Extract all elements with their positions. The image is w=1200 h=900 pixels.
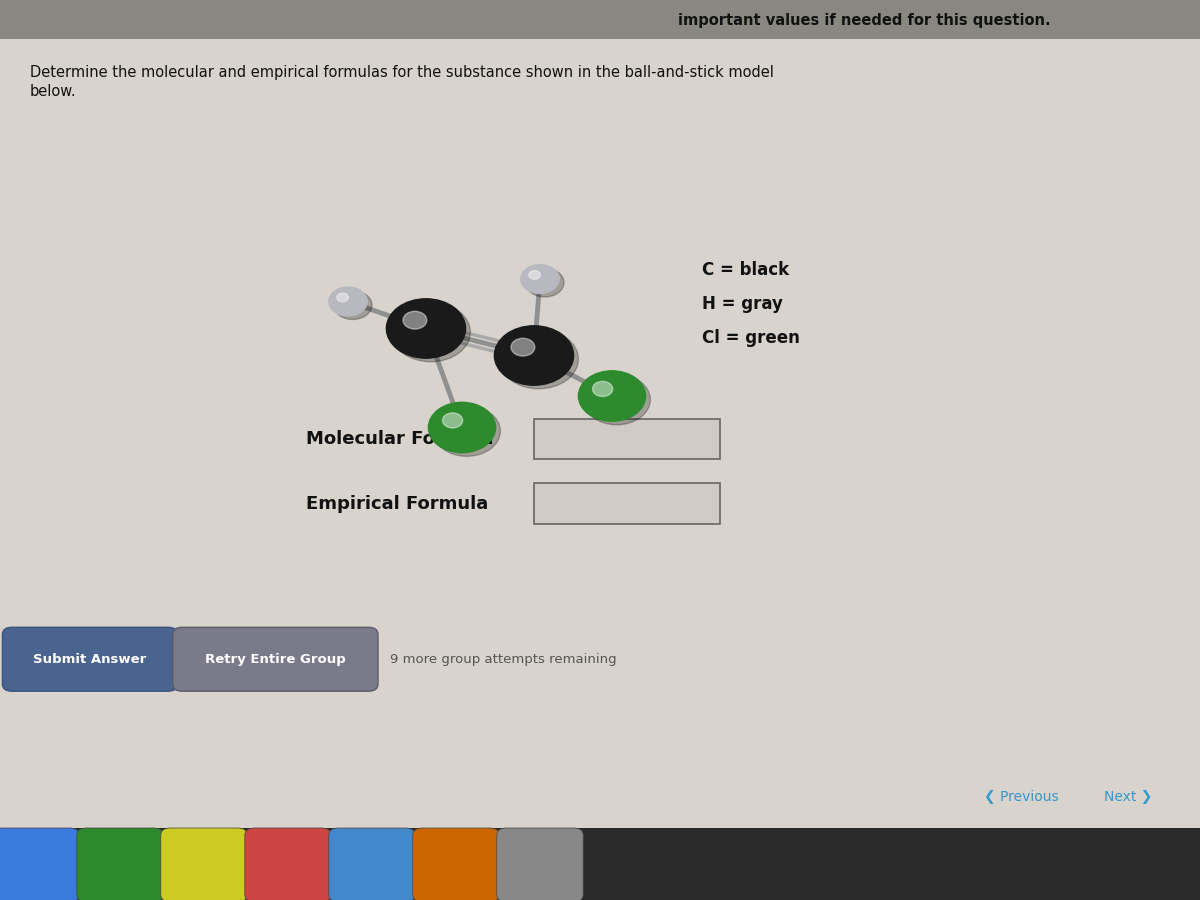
Circle shape — [583, 374, 650, 425]
FancyBboxPatch shape — [77, 828, 163, 900]
FancyBboxPatch shape — [2, 627, 178, 691]
FancyBboxPatch shape — [0, 39, 1200, 860]
Circle shape — [334, 291, 372, 319]
FancyBboxPatch shape — [497, 828, 583, 900]
FancyBboxPatch shape — [0, 828, 79, 900]
Circle shape — [578, 371, 646, 421]
Circle shape — [329, 287, 367, 316]
Circle shape — [511, 338, 535, 356]
Circle shape — [443, 413, 463, 428]
Text: Determine the molecular and empirical formulas for the substance shown in the ba: Determine the molecular and empirical fo… — [30, 65, 774, 79]
Text: Retry Entire Group: Retry Entire Group — [205, 652, 346, 666]
Circle shape — [521, 265, 559, 293]
Text: Cl = green: Cl = green — [702, 329, 800, 347]
FancyBboxPatch shape — [173, 627, 378, 691]
FancyBboxPatch shape — [161, 828, 247, 900]
Text: ❮ Previous: ❮ Previous — [984, 789, 1058, 804]
Circle shape — [337, 293, 348, 302]
Text: H = gray: H = gray — [702, 295, 782, 313]
Text: C = black: C = black — [702, 261, 790, 279]
FancyBboxPatch shape — [245, 828, 331, 900]
Circle shape — [499, 329, 578, 389]
FancyBboxPatch shape — [0, 0, 1200, 39]
Circle shape — [433, 406, 500, 456]
Text: Submit Answer: Submit Answer — [34, 652, 146, 666]
Circle shape — [428, 402, 496, 453]
Circle shape — [494, 326, 574, 385]
FancyBboxPatch shape — [329, 828, 415, 900]
Circle shape — [526, 268, 564, 297]
Circle shape — [403, 311, 427, 329]
FancyBboxPatch shape — [0, 828, 1200, 900]
Text: important values if needed for this question.: important values if needed for this ques… — [678, 13, 1050, 28]
Circle shape — [593, 382, 613, 397]
Text: Next ❯: Next ❯ — [1104, 789, 1152, 804]
FancyBboxPatch shape — [534, 418, 720, 459]
Circle shape — [386, 299, 466, 358]
Text: below.: below. — [30, 85, 77, 99]
FancyBboxPatch shape — [534, 483, 720, 524]
FancyBboxPatch shape — [413, 828, 499, 900]
Text: 9 more group attempts remaining: 9 more group attempts remaining — [390, 652, 617, 666]
Text: Molecular Formula: Molecular Formula — [306, 430, 493, 448]
Circle shape — [391, 302, 470, 362]
Text: Empirical Formula: Empirical Formula — [306, 495, 488, 513]
Circle shape — [529, 271, 540, 279]
